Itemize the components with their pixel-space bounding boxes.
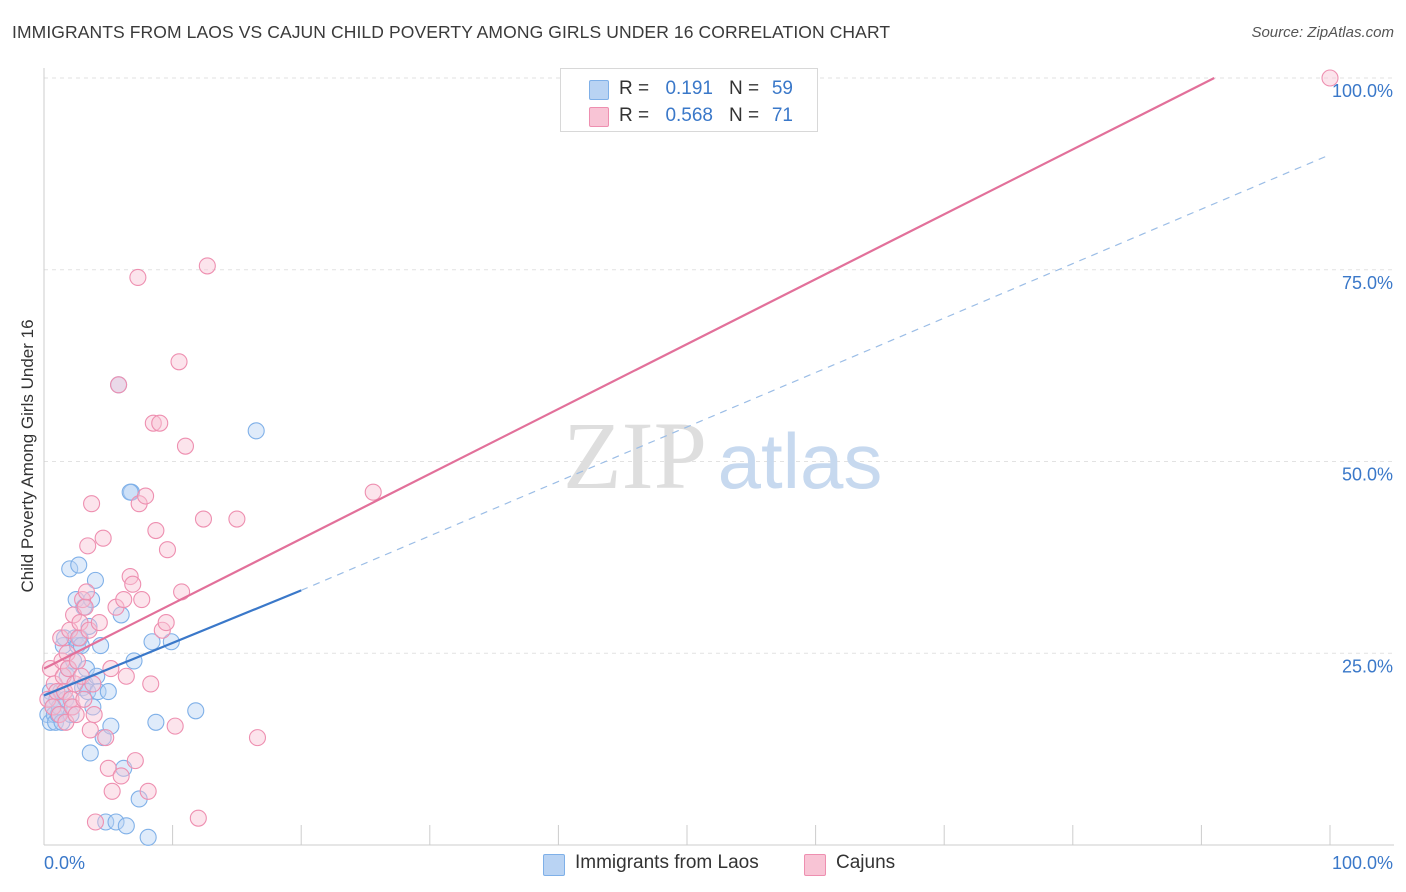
point-laos: [247, 422, 265, 440]
point-cajuns: [1321, 69, 1339, 87]
point-cajuns: [126, 752, 144, 770]
point-laos: [139, 828, 157, 846]
point-laos: [81, 744, 99, 762]
point-cajuns: [133, 591, 151, 609]
point-laos: [143, 633, 161, 651]
point-cajuns: [129, 268, 147, 286]
point-cajuns: [79, 537, 97, 555]
correlation-legend: R = 0.191 N = 59 R = 0.568 N = 71: [560, 68, 818, 132]
point-cajuns: [364, 483, 382, 501]
point-laos: [61, 560, 79, 578]
legend-r-label: R =: [619, 105, 650, 126]
point-cajuns: [137, 487, 155, 505]
point-laos: [107, 813, 125, 831]
legend-n-label: N =: [729, 78, 760, 99]
trend-lines: [43, 77, 1331, 697]
legend-r-label: R =: [619, 78, 650, 99]
trend-line-cajuns: [43, 77, 1215, 670]
legend-label-cajuns: Cajuns: [836, 852, 896, 873]
point-cajuns: [99, 759, 117, 777]
point-cajuns: [170, 353, 188, 371]
trend-line-laos-extrapolated: [300, 154, 1331, 591]
point-laos: [86, 571, 104, 589]
point-cajuns: [139, 782, 157, 800]
watermark: ZIP atlas: [563, 402, 882, 509]
legend-row-cajuns: R = 0.568 N = 71: [561, 102, 817, 128]
point-cajuns: [67, 706, 85, 724]
legend-row-laos: R = 0.191 N = 59: [561, 75, 817, 101]
y-tick-label: 50.0%: [1342, 465, 1393, 485]
point-cajuns: [86, 813, 104, 831]
legend-r-value-cajuns: 0.568: [665, 105, 713, 126]
y-tick-label: 75.0%: [1342, 273, 1393, 293]
point-cajuns: [83, 495, 101, 513]
point-cajuns: [158, 541, 177, 559]
trend-line-laos: [43, 589, 302, 697]
watermark-atlas: atlas: [718, 417, 883, 505]
y-axis-label: Child Poverty Among Girls Under 16: [18, 319, 37, 593]
point-cajuns: [142, 675, 160, 693]
point-cajuns: [97, 729, 115, 747]
point-cajuns: [248, 729, 267, 747]
point-cajuns: [77, 583, 95, 601]
data-points: [39, 69, 1339, 846]
point-cajuns: [112, 767, 130, 785]
point-cajuns: [228, 510, 246, 528]
point-cajuns: [75, 690, 93, 708]
x-tick-label-min: 0.0%: [44, 853, 85, 873]
point-laos: [97, 813, 115, 831]
legend-swatch-cajuns: [589, 107, 609, 127]
point-cajuns: [90, 614, 108, 632]
point-laos: [99, 683, 117, 701]
tick-labels: 25.0% 50.0% 75.0% 100.0% 0.0% 100.0%: [44, 81, 1393, 873]
point-cajuns: [115, 591, 133, 609]
point-laos: [117, 817, 135, 835]
legend-swatch-laos: [589, 80, 609, 100]
chart-title: IMMIGRANTS FROM LAOS VS CAJUN CHILD POVE…: [12, 22, 891, 42]
axes: [43, 68, 1394, 846]
legend-swatch-laos: [543, 854, 565, 876]
point-cajuns: [85, 706, 103, 724]
y-tick-label: 25.0%: [1342, 656, 1393, 676]
point-cajuns: [198, 257, 216, 275]
point-cajuns: [166, 717, 184, 735]
point-cajuns: [151, 414, 169, 432]
legend-swatch-cajuns: [804, 854, 826, 876]
point-cajuns: [110, 376, 128, 394]
point-cajuns: [147, 521, 165, 540]
point-cajuns: [81, 721, 99, 739]
point-cajuns: [194, 510, 213, 528]
point-cajuns: [103, 782, 121, 800]
point-laos: [80, 617, 98, 635]
legend-label-laos: Immigrants from Laos: [575, 852, 759, 873]
point-cajuns: [176, 437, 195, 455]
point-cajuns: [76, 598, 94, 616]
point-cajuns: [157, 614, 175, 632]
point-cajuns: [117, 667, 135, 685]
legend-n-label: N =: [729, 105, 760, 126]
source-label: Source: ZipAtlas.com: [1251, 24, 1394, 41]
point-laos: [187, 702, 205, 720]
watermark-zip: ZIP: [563, 402, 707, 509]
y-tick-label: 100.0%: [1332, 81, 1393, 101]
point-cajuns: [94, 529, 112, 547]
x-tick-label-max: 100.0%: [1332, 853, 1393, 873]
point-cajuns: [153, 621, 171, 639]
legend-n-value-laos: 59: [771, 78, 793, 99]
legend-n-value-cajuns: 71: [771, 105, 793, 126]
point-cajuns: [189, 809, 207, 827]
point-cajuns: [144, 414, 162, 432]
legend-r-value-laos: 0.191: [665, 78, 713, 99]
point-laos: [147, 713, 165, 731]
point-cajuns: [124, 575, 142, 593]
point-laos: [70, 556, 88, 574]
